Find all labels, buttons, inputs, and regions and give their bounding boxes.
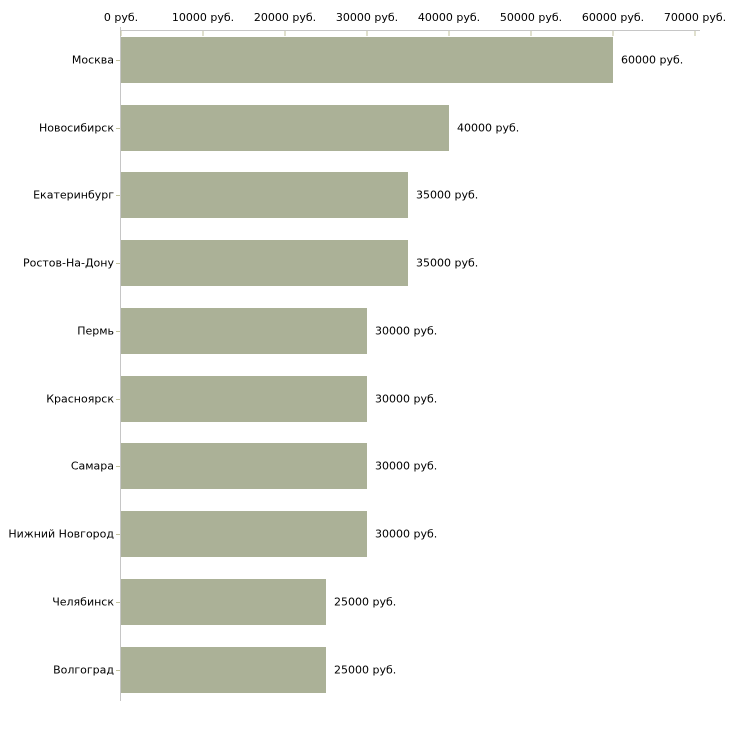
bar (121, 307, 367, 354)
bar (121, 511, 367, 558)
value-label: 30000 руб. (375, 459, 438, 473)
bar (121, 172, 408, 219)
category-label: Ростов-На-Дону (22, 256, 114, 270)
bar-row: Нижний Новгород 30000 руб. (0, 500, 730, 568)
bar-row: Пермь 30000 руб. (0, 297, 730, 365)
value-label: 40000 руб. (457, 121, 520, 135)
x-axis-tick-mark (202, 31, 204, 36)
y-axis-tick-mark (116, 195, 120, 197)
value-label: 30000 руб. (375, 527, 438, 541)
x-axis-tick-mark (694, 31, 696, 36)
bar-row: Ростов-На-Дону 35000 руб. (0, 229, 730, 297)
bar-rows: Москва 60000 руб. Новосибирск 40000 руб.… (0, 26, 730, 704)
y-axis-tick-mark (116, 263, 120, 265)
y-axis-tick-mark (116, 330, 120, 332)
value-label: 35000 руб. (416, 256, 479, 270)
value-label: 30000 руб. (375, 324, 438, 338)
y-axis-line (120, 27, 121, 701)
x-axis-tick-mark (448, 31, 450, 36)
bar-row: Москва 60000 руб. (0, 26, 730, 94)
bar-row: Челябинск 25000 руб. (0, 568, 730, 636)
category-label: Москва (71, 53, 114, 67)
x-axis-tick-mark (120, 31, 122, 36)
x-axis-tick-label: 40000 руб. (417, 11, 481, 24)
category-label: Волгоград (53, 663, 114, 677)
value-label: 35000 руб. (416, 188, 479, 202)
category-label: Пермь (77, 324, 114, 338)
bar-row: Красноярск 30000 руб. (0, 365, 730, 433)
y-axis-tick-mark (116, 534, 120, 536)
x-axis-tick-label: 70000 руб. (663, 11, 727, 24)
value-label: 25000 руб. (334, 663, 397, 677)
bar-row: Самара 30000 руб. (0, 433, 730, 501)
category-label: Самара (70, 459, 114, 473)
x-axis-tick-label: 60000 руб. (581, 11, 645, 24)
y-axis-tick-mark (116, 59, 120, 61)
category-label: Новосибирск (38, 121, 114, 135)
y-axis-tick-mark (116, 601, 120, 603)
x-axis-tick-label: 50000 руб. (499, 11, 563, 24)
bar (121, 104, 449, 151)
bar (121, 646, 326, 693)
bar (121, 240, 408, 287)
x-axis-tick-mark (530, 31, 532, 36)
value-label: 60000 руб. (621, 53, 684, 67)
bar-row: Екатеринбург 35000 руб. (0, 162, 730, 230)
category-label: Челябинск (52, 595, 114, 609)
bar-row: Волгоград 25000 руб. (0, 636, 730, 704)
bar-row: Новосибирск 40000 руб. (0, 94, 730, 162)
value-label: 30000 руб. (375, 392, 438, 406)
bar (121, 36, 613, 83)
bar (121, 578, 326, 625)
y-axis-tick-mark (116, 466, 120, 468)
x-axis-line (120, 30, 700, 31)
x-axis-tick-label: 0 руб. (103, 11, 139, 24)
category-label: Екатеринбург (33, 188, 114, 202)
category-label: Красноярск (46, 392, 114, 406)
x-axis-tick-mark (284, 31, 286, 36)
y-axis-tick-mark (116, 398, 120, 400)
x-axis-tick-label: 20000 руб. (253, 11, 317, 24)
x-axis-tick-label: 30000 руб. (335, 11, 399, 24)
x-axis-tick-mark (366, 31, 368, 36)
category-label: Нижний Новгород (8, 527, 114, 541)
value-label: 25000 руб. (334, 595, 397, 609)
y-axis-tick-mark (116, 669, 120, 671)
bar (121, 443, 367, 490)
y-axis-tick-mark (116, 127, 120, 129)
x-axis-tick-label: 10000 руб. (171, 11, 235, 24)
bar (121, 375, 367, 422)
x-axis-tick-mark (612, 31, 614, 36)
